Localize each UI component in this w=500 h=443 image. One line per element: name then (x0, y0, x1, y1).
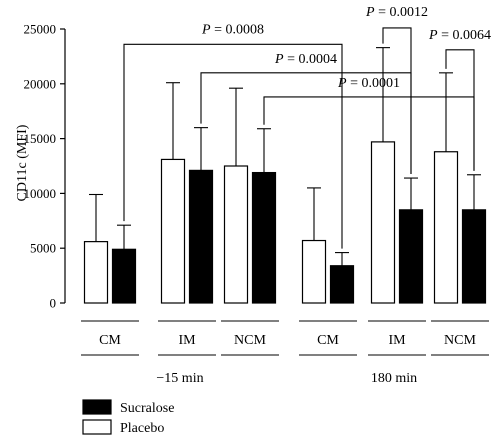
p-value-label: P = 0.0004 (274, 52, 337, 67)
placebo-bar (160, 158, 186, 304)
category-bracket (81, 320, 139, 356)
category-bracket (221, 320, 279, 356)
error-bars (89, 47, 481, 266)
legend-label-sucralose: Sucralose (120, 401, 174, 416)
y-tick-label: 0 (50, 296, 57, 311)
y-axis: 0 5000 10000 15000 20000 25000 (24, 22, 66, 311)
y-axis-label: CD11c (MFI) (15, 124, 30, 201)
category-bracket (158, 320, 216, 356)
category-label: CM (99, 333, 121, 348)
category-bracket (299, 320, 357, 356)
significance-bracket (123, 43, 343, 249)
placebo-bar (301, 239, 327, 304)
sucralose-bar (188, 169, 214, 304)
sucralose-bar (111, 248, 137, 304)
category-bracket (431, 320, 489, 356)
p-value-label: P = 0.0064 (428, 28, 491, 43)
category-label: CM (317, 333, 339, 348)
x-axis-categories: CM IM NCM CM IM NCM −15 min 180 min (81, 320, 489, 386)
category-bracket (368, 320, 426, 356)
bars (83, 141, 487, 304)
group-label: 180 min (371, 371, 417, 386)
sucralose-bar (329, 265, 355, 304)
y-tick-label: 25000 (24, 22, 57, 37)
category-label: NCM (444, 333, 476, 348)
placebo-bar (370, 141, 396, 304)
legend-swatch-placebo (82, 419, 112, 435)
sucralose-bar (251, 171, 277, 304)
sucralose-bar (398, 209, 424, 304)
legend-label-placebo: Placebo (120, 421, 164, 436)
category-label: IM (388, 333, 406, 348)
group-label: −15 min (156, 371, 203, 386)
p-value-label: P = 0.0008 (201, 22, 264, 37)
significance-bracket (445, 49, 475, 171)
y-tick-label: 15000 (24, 131, 57, 146)
category-label: NCM (234, 333, 266, 348)
placebo-bar (433, 151, 459, 304)
y-tick-label: 20000 (24, 76, 57, 91)
placebo-bar (223, 165, 249, 304)
category-label: IM (178, 333, 196, 348)
y-tick-label: 5000 (30, 241, 56, 256)
sucralose-bar (461, 209, 487, 304)
placebo-bar (83, 241, 109, 304)
p-value-label: P = 0.0001 (337, 76, 400, 91)
legend-swatch-sucralose (82, 399, 112, 415)
significance-bracket (382, 27, 412, 175)
legend: Sucralose Placebo (82, 399, 174, 436)
y-tick-label: 10000 (24, 186, 57, 201)
p-value-label: P = 0.0012 (365, 5, 428, 20)
